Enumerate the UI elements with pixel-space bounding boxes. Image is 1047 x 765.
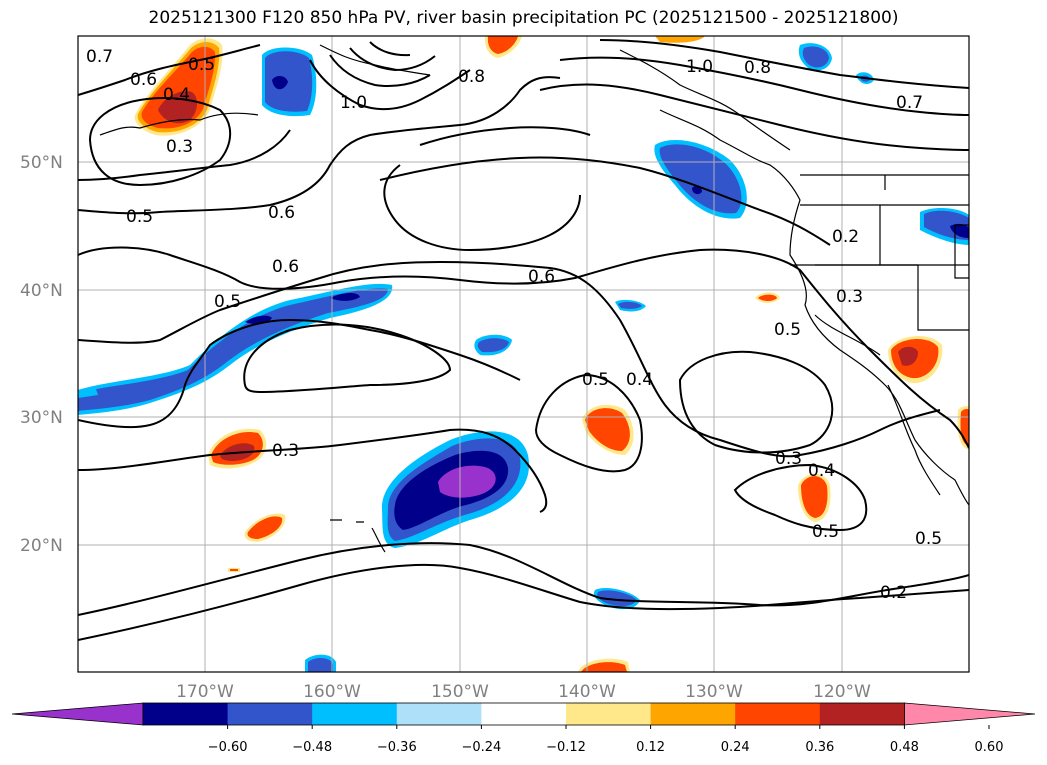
lon-label: 170°W xyxy=(176,682,234,702)
contour-label: 0.6 xyxy=(130,70,157,90)
colorbar-tick-label: 0.36 xyxy=(805,740,834,755)
contour-label: 0.5 xyxy=(812,522,839,542)
pv-contours xyxy=(78,39,969,641)
colorbar-tick-label: 0.48 xyxy=(890,740,919,755)
contour-label: 1.0 xyxy=(340,93,367,113)
contour-label: 0.7 xyxy=(86,47,113,67)
contour-label: 1.0 xyxy=(686,57,713,77)
colorbar-tick-label: 0.12 xyxy=(636,740,665,755)
colorbar-segment xyxy=(396,703,482,725)
lat-label: 50°N xyxy=(20,153,63,173)
colorbar-tick-label: −0.36 xyxy=(377,740,417,755)
lat-label: 30°N xyxy=(20,408,63,428)
colorbar-tick-label: −0.24 xyxy=(461,740,501,755)
lat-axis-labels: 50°N 40°N 30°N 20°N xyxy=(20,153,63,556)
colorbar-segment xyxy=(143,703,229,725)
map-title: 2025121300 F120 850 hPa PV, river basin … xyxy=(148,8,899,28)
contour-label: 0.2 xyxy=(832,227,859,247)
contour-label: 0.5 xyxy=(126,207,153,227)
contour-label: 0.7 xyxy=(896,93,923,113)
lon-label: 120°W xyxy=(813,682,871,702)
lon-label: 130°W xyxy=(685,682,743,702)
lat-label: 20°N xyxy=(20,536,63,556)
contour-label: 0.2 xyxy=(880,583,907,603)
colorbar-tick-label: −0.48 xyxy=(292,740,332,755)
colorbar-tick-label: 0.60 xyxy=(975,740,1004,755)
lon-axis-labels: 170°W 160°W 150°W 140°W 130°W 120°W xyxy=(176,682,871,702)
contour-label: 0.3 xyxy=(775,449,802,469)
contour-labels: 0.7 0.6 0.5 0.4 0.3 1.0 0.8 1.0 0.8 0.7 … xyxy=(86,47,942,603)
plot-frame xyxy=(77,35,970,673)
contour-label: 0.8 xyxy=(458,67,485,87)
lon-label: 140°W xyxy=(558,682,616,702)
colorbar-extend-max xyxy=(904,702,1036,726)
contour-label: 0.3 xyxy=(272,441,299,461)
colorbar-segment xyxy=(227,703,313,725)
colorbar-segment xyxy=(650,703,736,725)
colorbar-tick-label: 0.24 xyxy=(721,740,750,755)
contour-label: 0.3 xyxy=(836,287,863,307)
contour-label: 0.4 xyxy=(808,461,835,481)
precip-shading xyxy=(78,36,969,672)
colorbar-segment xyxy=(819,703,905,725)
contour-label: 0.6 xyxy=(268,203,295,223)
lon-label: 150°W xyxy=(431,682,489,702)
contour-label: 0.8 xyxy=(744,58,771,78)
contour-label: 0.5 xyxy=(915,529,942,549)
contour-label: 0.4 xyxy=(626,370,653,390)
contour-label: 0.6 xyxy=(272,257,299,277)
contour-label: 0.3 xyxy=(166,137,193,157)
contour-label: 0.5 xyxy=(582,370,609,390)
colorbar: −0.60 −0.48 −0.36 −0.24 −0.12 0.12 0.24 0.36 0.4… xyxy=(11,702,1036,755)
contour-label: 0.5 xyxy=(188,55,215,75)
colorbar-tick-label: −0.12 xyxy=(546,740,586,755)
lon-label: 160°W xyxy=(303,682,361,702)
gridlines xyxy=(78,36,969,672)
colorbar-tick-label: −0.60 xyxy=(208,740,248,755)
colorbar-extend-min xyxy=(11,702,144,726)
colorbar-outline xyxy=(142,702,905,726)
plot-area: 0.7 0.6 0.5 0.4 0.3 1.0 0.8 1.0 0.8 0.7 … xyxy=(78,36,969,672)
contour-label: 0.5 xyxy=(774,320,801,340)
contour-label: 0.4 xyxy=(163,85,190,105)
contour-label: 0.5 xyxy=(214,292,241,312)
colorbar-segment xyxy=(566,703,652,725)
lat-label: 40°N xyxy=(20,281,63,301)
colorbar-segment xyxy=(312,703,398,725)
contour-label: 0.6 xyxy=(528,267,555,287)
colorbar-segment xyxy=(481,703,567,725)
colorbar-segment xyxy=(735,703,821,725)
